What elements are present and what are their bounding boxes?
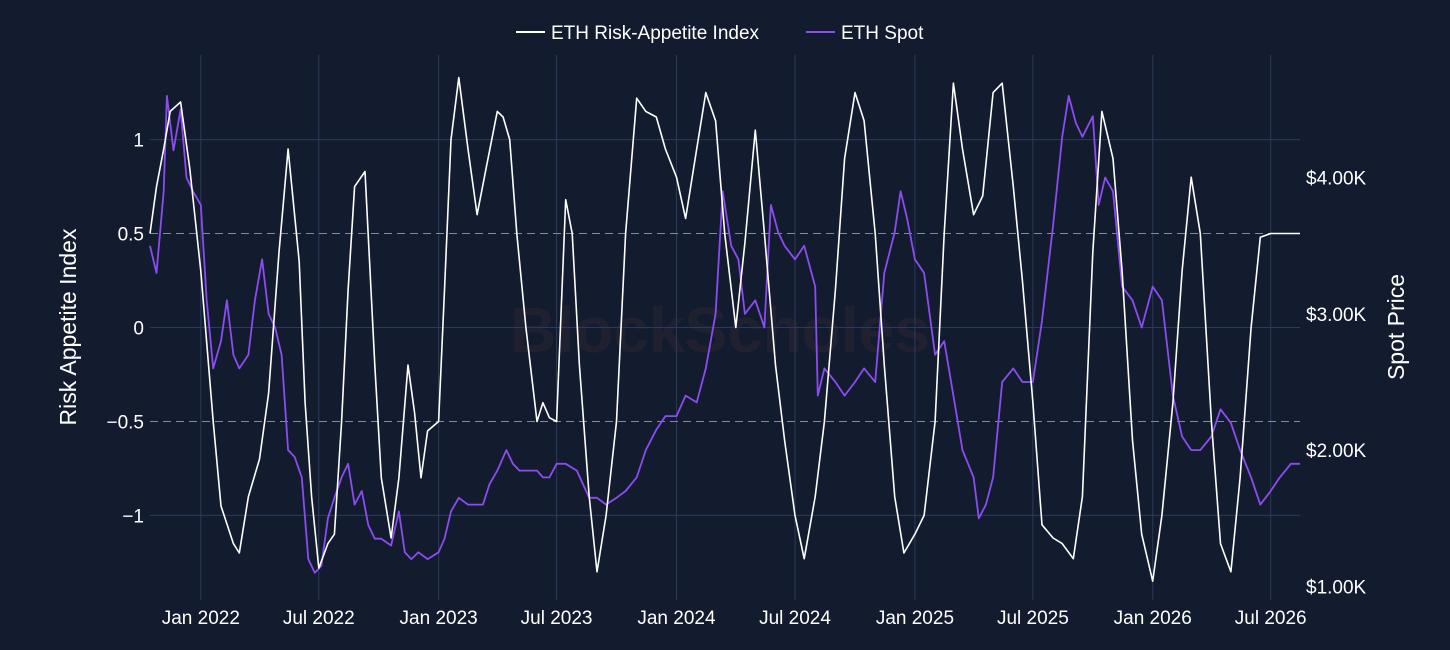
y-left-tick-label-0: 1 <box>133 131 144 152</box>
series-line-risk-index <box>149 76 1300 583</box>
y-left-tick-label-1: 0.5 <box>118 225 144 246</box>
y-right-tick-label-0: $4.00K <box>1306 169 1367 190</box>
y-right-axis-title: Spot Price <box>1383 274 1409 380</box>
x-tick-label-3: Jul 2023 <box>521 608 593 629</box>
x-tick-label-9: Jul 2026 <box>1235 608 1307 629</box>
legend-label-risk-index[interactable]: ETH Risk-Appetite Index <box>551 23 760 44</box>
x-tick-label-2: Jan 2023 <box>400 608 478 629</box>
y-left-axis-title: Risk Appetite Index <box>55 228 81 425</box>
x-tick-label-5: Jul 2024 <box>759 608 831 629</box>
x-tick-label-8: Jan 2026 <box>1114 608 1192 629</box>
axis-layer: Jan 2022 Jul 2022 Jan 2023 Jul 2023 Jan 2024… <box>106 131 1366 629</box>
y-left-tick-label-2: 0 <box>133 319 144 340</box>
y-right-tick-label-1: $3.00K <box>1306 305 1367 326</box>
x-tick-label-1: Jul 2022 <box>283 608 355 629</box>
series-line-eth-spot <box>149 95 1300 574</box>
x-tick-label-6: Jan 2025 <box>876 608 954 629</box>
watermark-text: BlockScholes <box>510 294 930 366</box>
grid-layer <box>150 55 1300 600</box>
y-right-tick-label-2: $2.00K <box>1306 441 1367 462</box>
x-tick-label-4: Jan 2024 <box>637 608 716 629</box>
y-left-tick-label-3: −0.5 <box>106 412 144 433</box>
y-right-tick-label-3: $1.00K <box>1306 577 1367 598</box>
legend[interactable]: ETH Risk-Appetite Index ETH Spot <box>516 23 924 44</box>
x-tick-label-0: Jan 2022 <box>162 608 240 629</box>
legend-label-eth-spot[interactable]: ETH Spot <box>841 23 924 44</box>
y-left-tick-label-4: −1 <box>122 506 144 527</box>
series-layer <box>149 76 1300 583</box>
x-tick-label-7: Jul 2025 <box>997 608 1069 629</box>
